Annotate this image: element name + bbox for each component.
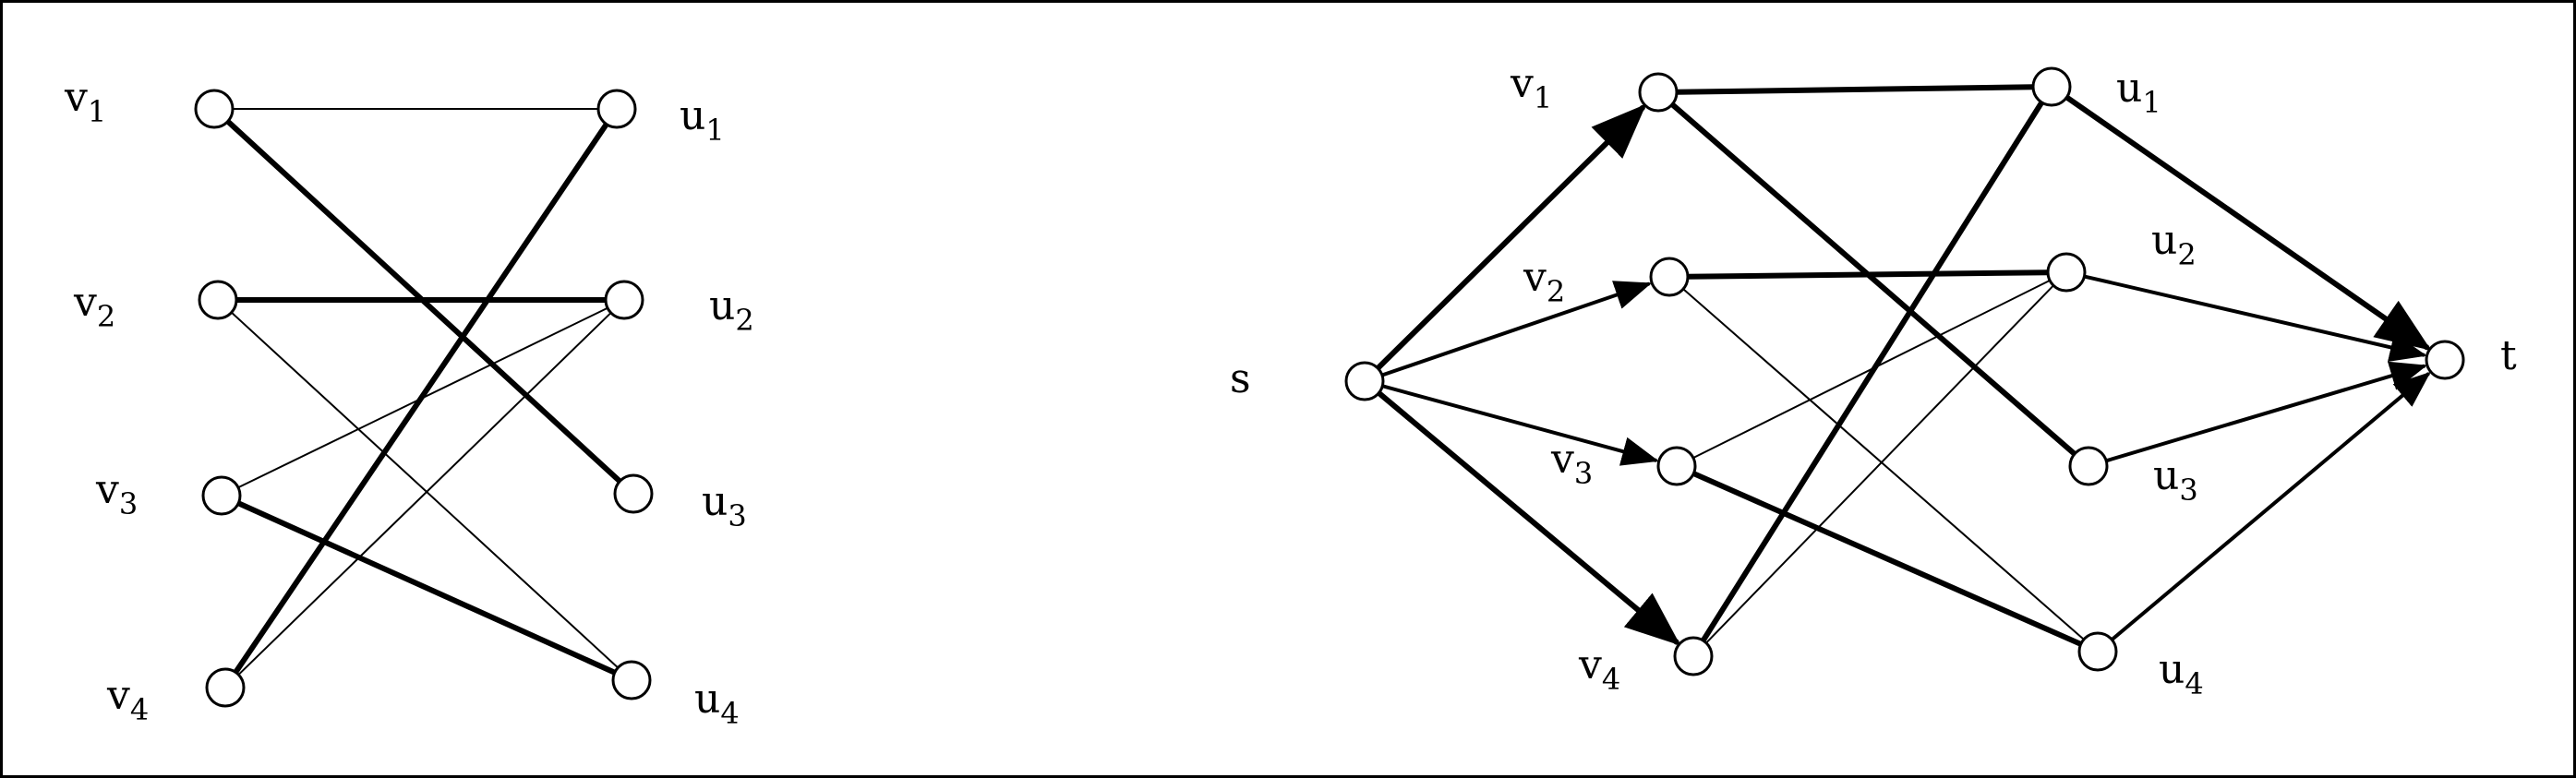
- bipartite-edges: [224, 108, 623, 676]
- node-label-letter: u: [709, 282, 735, 329]
- edge-u3-t: [2104, 361, 2427, 463]
- edge-s-v1: [1375, 103, 1647, 371]
- node-u2: [604, 280, 644, 320]
- node-label-v3: v3: [1550, 436, 1593, 491]
- node-label-subscript: 2: [97, 299, 115, 334]
- node-label-letter: t: [2500, 332, 2517, 379]
- node-t: [2425, 340, 2465, 380]
- edge-s-v3: [1380, 384, 1659, 466]
- node-label-letter: u: [2159, 646, 2185, 693]
- node-label-u2: u2: [2151, 217, 2197, 272]
- node-v1: [194, 89, 235, 129]
- node-label-t: t: [2500, 332, 2517, 379]
- node-label-u1: u1: [2116, 65, 2161, 120]
- node-u1: [596, 89, 637, 129]
- edge-v3-u4: [235, 500, 618, 676]
- node-label-subscript: 3: [119, 486, 138, 521]
- node-label-subscript: 4: [720, 696, 739, 731]
- node-label-letter: v: [73, 279, 97, 326]
- node-label-v4: v4: [1578, 641, 1620, 697]
- node-v4: [205, 667, 246, 708]
- node-label-letter: u: [694, 676, 720, 723]
- node-label-subscript: 1: [88, 94, 106, 129]
- node-label-v1: v1: [1510, 60, 1552, 115]
- node-label-subscript: 3: [1574, 456, 1593, 491]
- node-v2: [1649, 257, 1690, 297]
- edge-s-v2: [1379, 281, 1653, 377]
- node-label-letter: u: [680, 92, 705, 139]
- edge-v4-u1: [233, 121, 609, 676]
- bipartite-nodes: [194, 89, 654, 708]
- node-label-v2: v2: [1523, 254, 1565, 309]
- node-label-v2: v2: [73, 279, 115, 334]
- edge-u1-t: [2064, 94, 2432, 351]
- node-label-letter: v: [64, 74, 88, 121]
- node-label-letter: v: [1578, 641, 1602, 688]
- node-label-subscript: 1: [1534, 80, 1552, 115]
- node-v1: [1638, 72, 1679, 113]
- node-label-v1: v1: [64, 74, 106, 129]
- node-u2: [2046, 252, 2087, 293]
- node-label-letter: v: [95, 466, 119, 513]
- node-label-letter: v: [1510, 60, 1534, 107]
- node-label-letter: u: [702, 478, 728, 525]
- node-label-letter: u: [2151, 217, 2177, 264]
- node-label-letter: v: [106, 672, 130, 719]
- node-label-subscript: 2: [1547, 274, 1565, 309]
- node-label-subscript: 4: [130, 692, 149, 727]
- node-label-letter: v: [1523, 254, 1547, 301]
- node-label-subscript: 4: [1602, 662, 1620, 697]
- node-label-letter: u: [2116, 65, 2142, 112]
- node-label-v4: v4: [106, 672, 149, 727]
- node-label-u4: u4: [2159, 646, 2204, 701]
- node-u4: [611, 660, 652, 700]
- edge-s-v4: [1376, 389, 1681, 646]
- node-label-u4: u4: [694, 676, 740, 731]
- node-label-subscript: 3: [728, 498, 746, 533]
- edge-v4-u2: [237, 311, 612, 676]
- edge-u2-t: [2082, 274, 2427, 363]
- node-label-subscript: 1: [2142, 85, 2161, 120]
- node-label-subscript: 2: [2177, 237, 2196, 272]
- node-label-letter: v: [1550, 436, 1574, 483]
- edge-v2-u2: [1684, 269, 2052, 280]
- edge-u4-t: [2110, 371, 2431, 642]
- node-u4: [2077, 631, 2118, 672]
- node-label-u3: u3: [2153, 452, 2198, 508]
- node-label-s: s: [1230, 355, 1251, 402]
- edge-v2-u4: [230, 311, 620, 669]
- node-u3: [2068, 446, 2109, 486]
- node-label-u1: u1: [680, 92, 725, 148]
- edge-v4-u2: [1704, 284, 2055, 644]
- node-v4: [1673, 636, 1714, 676]
- node-s: [1344, 361, 1385, 401]
- edge-v4-u1: [1700, 99, 2045, 644]
- edge-v1-u3: [1669, 102, 2077, 457]
- node-label-subscript: 3: [2179, 473, 2197, 508]
- node-label-subscript: 1: [705, 113, 724, 148]
- node-v3: [201, 475, 242, 516]
- node-label-u3: u3: [702, 478, 747, 533]
- node-v3: [1656, 446, 1697, 486]
- node-label-subscript: 2: [735, 303, 753, 338]
- flow-edges: [1375, 84, 2432, 647]
- node-v2: [198, 280, 238, 320]
- node-label-letter: s: [1230, 355, 1251, 402]
- edge-v3-u4: [1691, 471, 2084, 647]
- node-label-subscript: 4: [2185, 666, 2203, 701]
- node-u3: [613, 473, 654, 514]
- edge-v1-u1: [1673, 84, 2037, 95]
- node-label-letter: u: [2153, 452, 2179, 499]
- node-u1: [2031, 66, 2072, 107]
- flow-nodes: [1344, 66, 2465, 676]
- node-label-u2: u2: [709, 282, 754, 338]
- edge-v2-u4: [1682, 288, 2085, 640]
- node-label-v3: v3: [95, 466, 138, 521]
